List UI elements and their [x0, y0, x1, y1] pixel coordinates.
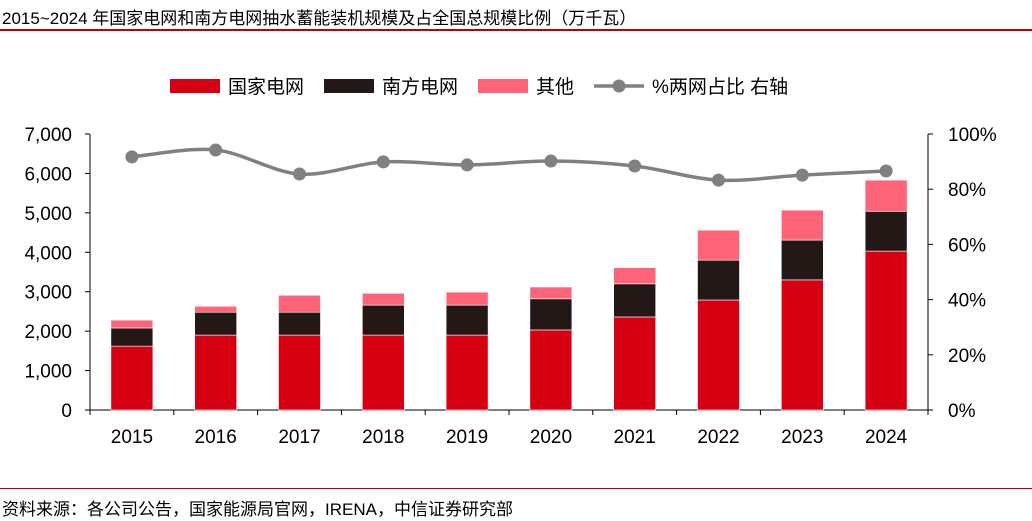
chart-title: 2015~2024 年国家电网和南方电网抽水蓄能装机规模及占全国总规模比例（万千… — [2, 9, 637, 28]
legend-label: 南方电网 — [382, 76, 458, 98]
bar-南方电网-2015 — [110, 327, 154, 347]
left-tick-label: 0 — [61, 401, 72, 422]
legend-swatch-南方电网 — [324, 79, 374, 93]
share-point-2016 — [209, 143, 223, 157]
bar-其他-2022 — [697, 229, 740, 261]
bar-南方电网-2018 — [361, 304, 405, 336]
left-tick-label: 7,000 — [24, 125, 72, 146]
share-point-2018 — [376, 155, 390, 169]
right-tick-label: 20% — [948, 346, 986, 367]
bar-南方电网-2017 — [278, 311, 321, 336]
left-tick-label: 4,000 — [24, 243, 72, 264]
bar-其他-2016 — [194, 306, 237, 313]
left-tick-label: 5,000 — [24, 204, 72, 225]
bar-其他-2023 — [780, 209, 824, 241]
bar-国家电网-2017 — [278, 334, 321, 411]
x-tick-label: 2024 — [865, 427, 908, 448]
share-point-2023 — [795, 168, 809, 182]
bar-其他-2017 — [278, 294, 321, 313]
x-tick-label: 2015 — [111, 427, 153, 448]
bar-南方电网-2024 — [864, 210, 908, 252]
x-tick-label: 2023 — [781, 427, 823, 448]
x-tick-label: 2022 — [697, 427, 739, 448]
bar-其他-2018 — [361, 292, 405, 306]
legend-swatch-其他 — [478, 79, 528, 93]
source-divider — [0, 488, 1032, 489]
share-point-2015 — [125, 150, 139, 164]
legend-swatch-国家电网 — [170, 79, 220, 93]
share-line — [131, 147, 887, 183]
bar-国家电网-2022 — [697, 299, 740, 411]
right-tick-label: 40% — [948, 291, 986, 312]
x-tick-label: 2016 — [195, 427, 237, 448]
bar-国家电网-2021 — [613, 316, 657, 411]
bar-国家电网-2016 — [194, 334, 237, 411]
bar-其他-2024 — [864, 179, 908, 212]
bar-南方电网-2016 — [194, 311, 237, 336]
bar-国家电网-2018 — [361, 334, 405, 411]
bar-国家电网-2015 — [110, 345, 154, 411]
left-tick-label: 1,000 — [24, 362, 72, 383]
share-point-2022 — [712, 173, 725, 187]
title-divider — [0, 29, 1032, 31]
bar-国家电网-2023 — [780, 279, 824, 411]
share-point-2024 — [879, 164, 893, 178]
left-tick-label: 2,000 — [24, 322, 72, 343]
left-tick-label: 3,000 — [24, 283, 72, 304]
x-tick-label: 2019 — [446, 427, 488, 448]
bar-其他-2021 — [613, 267, 657, 285]
legend-marker-swatch — [612, 79, 626, 93]
bar-国家电网-2024 — [864, 250, 908, 411]
x-tick-label: 2020 — [530, 427, 572, 448]
share-point-2017 — [293, 167, 306, 181]
bar-其他-2015 — [110, 319, 154, 329]
x-tick-label: 2017 — [278, 427, 320, 448]
bar-国家电网-2020 — [529, 329, 573, 411]
bar-其他-2020 — [529, 286, 573, 300]
bar-南方电网-2020 — [529, 298, 573, 331]
legend-label: 其他 — [536, 76, 574, 98]
right-tick-label: 60% — [948, 235, 986, 256]
x-tick-label: 2021 — [614, 427, 656, 448]
source-note: 资料来源：各公司公告，国家能源局官网，IRENA，中信证券研究部 — [2, 500, 513, 519]
share-point-2020 — [544, 154, 558, 168]
bar-其他-2019 — [445, 291, 489, 306]
legend-label: %两网占比 右轴 — [652, 76, 788, 98]
right-tick-label: 80% — [948, 180, 986, 201]
share-point-2021 — [628, 159, 642, 173]
legend-label: 国家电网 — [228, 76, 304, 98]
left-tick-label: 6,000 — [24, 164, 72, 185]
right-tick-label: 100% — [948, 125, 997, 146]
bar-南方电网-2019 — [445, 304, 489, 336]
bar-南方电网-2022 — [697, 259, 740, 301]
bar-南方电网-2021 — [613, 283, 657, 318]
bar-国家电网-2019 — [445, 334, 489, 411]
x-tick-label: 2018 — [362, 427, 404, 448]
right-tick-label: 0% — [948, 401, 976, 422]
share-point-2019 — [460, 158, 474, 172]
bar-南方电网-2023 — [780, 239, 824, 281]
